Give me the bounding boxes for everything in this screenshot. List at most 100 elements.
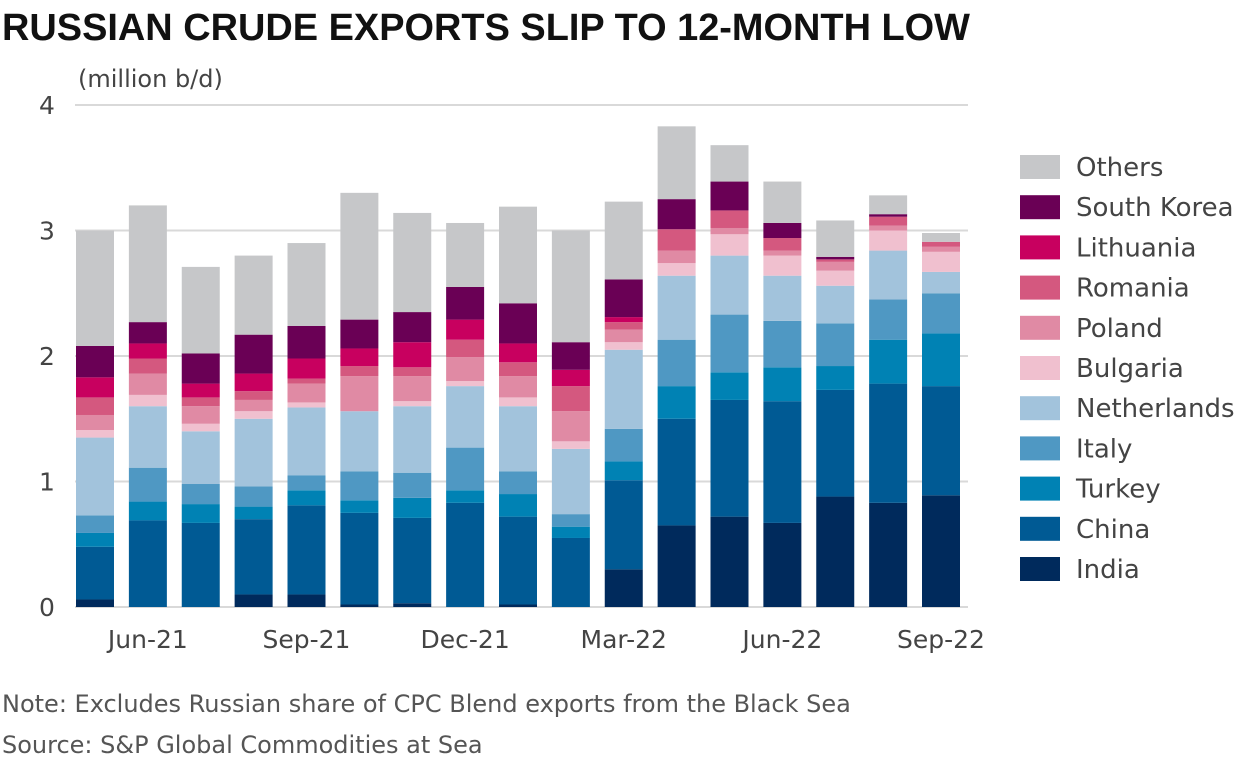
bar-segment-romania (604, 322, 643, 330)
bar-Jun-22 (763, 181, 802, 607)
bar-segment-lithuania (446, 319, 485, 340)
bar-segment-italy (551, 514, 590, 527)
bar-segment-poland (128, 373, 167, 395)
bar-segment-italy (76, 515, 114, 533)
bar-segment-south-korea (287, 325, 326, 359)
bar-segment-turkey (446, 490, 485, 503)
bar-segment-turkey (816, 366, 855, 390)
source-text: Source: S&P Global Commodities at Sea (2, 731, 483, 759)
bar-segment-india (393, 603, 432, 607)
legend-swatch (1020, 155, 1060, 179)
chart-title: RUSSIAN CRUDE EXPORTS SLIP TO 12-MONTH L… (2, 7, 970, 49)
bar-segment-romania (499, 362, 537, 377)
bar-segment-turkey (763, 367, 802, 402)
bar-segment-netherlands (657, 275, 696, 340)
bar-segment-italy (816, 323, 855, 367)
y-tick-label: 0 (39, 593, 55, 622)
legend-swatch (1020, 557, 1060, 581)
bar-segment-bulgaria (181, 423, 220, 432)
bar-segment-turkey (76, 532, 114, 547)
bar-segment-romania (181, 397, 220, 407)
bar-segment-south-korea (128, 322, 167, 344)
bar-segment-poland (710, 227, 749, 235)
bar-Feb-22 (551, 230, 590, 607)
bar-segment-turkey (604, 461, 643, 481)
legend-label: South Korea (1076, 193, 1234, 223)
bar-segment-china (551, 537, 590, 607)
bar-segment-romania (393, 367, 432, 377)
bar-segment-china (287, 505, 326, 595)
bar-segment-south-korea (710, 181, 749, 211)
x-tick-label: Sep-21 (263, 625, 351, 654)
bar-segment-bulgaria (816, 270, 855, 286)
bar-segment-poland (763, 250, 802, 256)
bar-Oct-21 (340, 192, 379, 607)
bar-Sep-21 (287, 243, 326, 607)
legend-label: Others (1076, 153, 1163, 183)
bar-segment-others (287, 243, 326, 326)
bar-segment-italy (604, 428, 643, 462)
bar-segment-others (181, 266, 220, 354)
x-tick-label: Dec-21 (421, 625, 510, 654)
bar-segment-south-korea (763, 222, 802, 239)
legend-item: Netherlands (1020, 394, 1235, 424)
bar-segment-lithuania (340, 348, 379, 367)
bar-segment-others (551, 230, 590, 343)
bar-segment-others (340, 192, 379, 320)
bar-segment-italy (869, 299, 908, 340)
bar-segment-lithuania (234, 373, 273, 392)
bar-segment-turkey (393, 497, 432, 518)
legend-item: Italy (1020, 434, 1132, 464)
bar-segment-south-korea (76, 345, 114, 378)
bar-segment-italy (234, 486, 273, 507)
bar-segment-bulgaria (287, 402, 326, 408)
bar-segment-netherlands (393, 406, 432, 473)
legend-swatch (1020, 396, 1060, 421)
legend-label: Bulgaria (1076, 354, 1184, 384)
bar-segment-others (234, 255, 273, 335)
bar-segment-netherlands (710, 255, 749, 315)
bar-segment-bulgaria (76, 430, 114, 438)
bar-segment-romania (922, 241, 960, 247)
y-axis-ticks: 0 1 2 3 4 (39, 91, 55, 622)
y-tick-label: 1 (39, 468, 55, 497)
bar-Dec-21 (446, 222, 485, 607)
bar-segment-turkey (181, 504, 220, 523)
bar-segment-lithuania (499, 343, 537, 363)
bar-segment-poland (869, 225, 908, 231)
bar-segment-netherlands (234, 418, 273, 487)
bar-segment-netherlands (446, 386, 485, 448)
bar-segment-romania (128, 358, 167, 374)
bar-segment-turkey (922, 333, 960, 387)
bar-segment-turkey (657, 386, 696, 419)
y-tick-label: 3 (39, 217, 55, 246)
legend-swatch (1020, 235, 1060, 260)
bar-segment-south-korea (499, 303, 537, 344)
bar-segment-italy (499, 471, 537, 495)
bar-segment-others (710, 145, 749, 182)
legend-item: Romania (1020, 274, 1190, 304)
bar-segment-bulgaria (393, 401, 432, 407)
bar-segment-poland (287, 383, 326, 403)
bar-segment-india (604, 569, 643, 607)
bar-segment-bulgaria (499, 397, 537, 407)
bar-segment-india (287, 594, 326, 607)
x-tick-label: Jun-21 (106, 625, 188, 654)
legend-item: India (1020, 555, 1140, 585)
bar-segment-turkey (869, 339, 908, 384)
bar-segment-bulgaria (710, 234, 749, 256)
bar-segment-china (234, 519, 273, 595)
bar-segment-bulgaria (922, 251, 960, 272)
bar-segment-china (816, 389, 855, 497)
bar-segment-poland (604, 329, 643, 343)
bar-segment-bulgaria (234, 411, 273, 419)
bar-segment-others (922, 233, 960, 242)
bar-segment-china (763, 401, 802, 523)
legend-label: Poland (1076, 314, 1163, 344)
bar-segment-turkey (287, 490, 326, 506)
bar-segment-bulgaria (551, 441, 590, 449)
bar-segment-south-korea (816, 256, 855, 260)
bar-Sep-22 (922, 233, 960, 607)
bar-segment-india (869, 502, 908, 607)
bar-segment-turkey (551, 526, 590, 538)
